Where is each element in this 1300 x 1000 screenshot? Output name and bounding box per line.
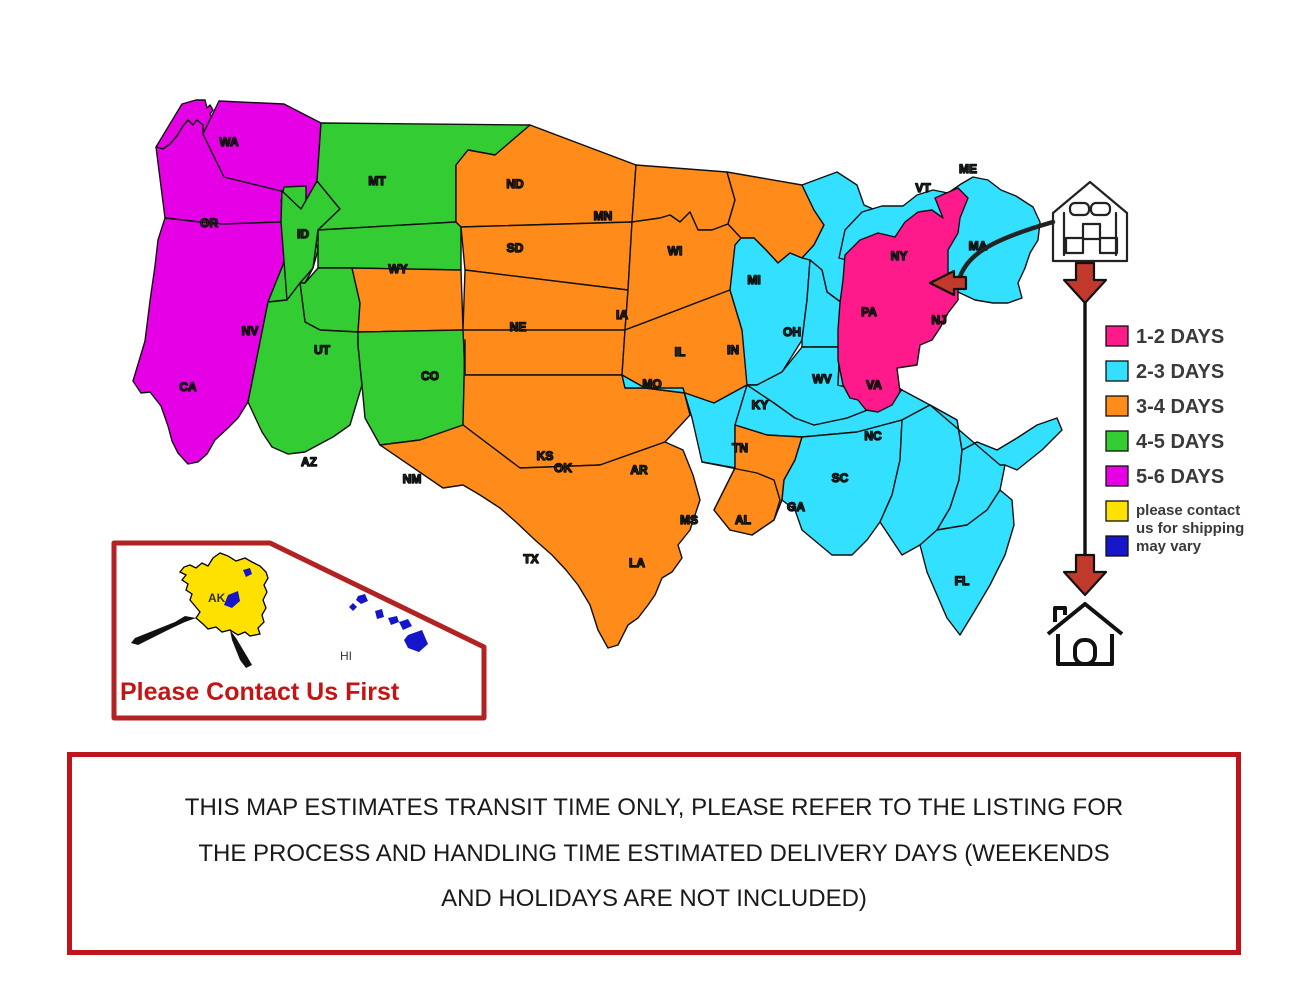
svg-text:Please Contact Us First: Please Contact Us First bbox=[120, 678, 400, 706]
svg-text:AR: AR bbox=[630, 463, 648, 477]
svg-text:please contact: please contact bbox=[1136, 502, 1240, 519]
svg-text:MO: MO bbox=[642, 377, 661, 391]
svg-text:may vary: may vary bbox=[1136, 538, 1202, 555]
svg-text:4-5 DAYS: 4-5 DAYS bbox=[1136, 431, 1224, 453]
svg-text:IL: IL bbox=[675, 345, 686, 359]
svg-text:KS: KS bbox=[537, 449, 554, 463]
svg-text:2-3 DAYS: 2-3 DAYS bbox=[1136, 361, 1224, 383]
svg-text:OR: OR bbox=[200, 216, 218, 230]
svg-text:VT: VT bbox=[915, 181, 931, 195]
svg-text:IA: IA bbox=[616, 308, 628, 322]
svg-text:GA: GA bbox=[787, 500, 805, 514]
svg-text:ID: ID bbox=[297, 227, 309, 241]
svg-text:SD: SD bbox=[507, 241, 524, 255]
svg-text:CA: CA bbox=[179, 380, 197, 394]
svg-text:FL: FL bbox=[955, 574, 970, 588]
svg-text:MS: MS bbox=[680, 513, 698, 527]
svg-text:UT: UT bbox=[314, 343, 331, 357]
svg-text:ME: ME bbox=[959, 162, 977, 176]
svg-text:5-6 DAYS: 5-6 DAYS bbox=[1136, 466, 1224, 488]
svg-text:HI: HI bbox=[340, 649, 352, 663]
svg-text:OK: OK bbox=[554, 461, 572, 475]
svg-text:TN: TN bbox=[732, 441, 748, 455]
svg-text:NV: NV bbox=[242, 324, 259, 338]
svg-text:LA: LA bbox=[629, 556, 645, 570]
svg-text:CO: CO bbox=[421, 369, 439, 383]
svg-text:1-2 DAYS: 1-2 DAYS bbox=[1136, 326, 1224, 348]
svg-text:MI: MI bbox=[747, 273, 760, 287]
svg-text:WI: WI bbox=[668, 244, 683, 258]
svg-text:WY: WY bbox=[388, 262, 407, 276]
svg-text:WA: WA bbox=[219, 135, 239, 149]
svg-text:NE: NE bbox=[510, 320, 527, 334]
svg-text:AL: AL bbox=[735, 513, 751, 527]
svg-text:IN: IN bbox=[727, 343, 739, 357]
svg-text:NJ: NJ bbox=[931, 313, 946, 327]
svg-text:3-4 DAYS: 3-4 DAYS bbox=[1136, 396, 1224, 418]
svg-text:SC: SC bbox=[832, 471, 849, 485]
svg-text:NY: NY bbox=[891, 249, 908, 263]
svg-text:PA: PA bbox=[861, 305, 877, 319]
svg-text:WV: WV bbox=[812, 372, 831, 386]
svg-text:ND: ND bbox=[506, 177, 524, 191]
svg-text:MN: MN bbox=[594, 209, 613, 223]
svg-text:AK: AK bbox=[208, 591, 226, 605]
svg-text:AZ: AZ bbox=[301, 455, 317, 469]
svg-text:NC: NC bbox=[864, 429, 882, 443]
svg-text:us for shipping: us for shipping bbox=[1136, 520, 1244, 537]
svg-text:VA: VA bbox=[866, 378, 882, 392]
svg-text:TX: TX bbox=[523, 552, 538, 566]
svg-text:KY: KY bbox=[752, 398, 769, 412]
svg-text:NM: NM bbox=[403, 472, 422, 486]
svg-text:MT: MT bbox=[368, 174, 386, 188]
svg-text:OH: OH bbox=[783, 325, 801, 339]
